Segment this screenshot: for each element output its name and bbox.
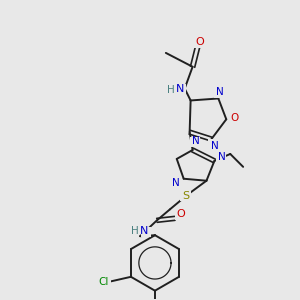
Text: N: N [172,178,180,188]
Text: N: N [176,84,184,94]
Text: N: N [140,226,148,236]
Text: N: N [217,86,224,97]
Bar [208,139,218,149]
Bar [228,114,238,124]
Text: N: N [192,136,200,146]
Bar [214,88,224,98]
Bar [194,38,203,48]
Bar [180,190,191,201]
Text: Cl: Cl [98,277,108,287]
Text: N: N [211,141,218,151]
Text: S: S [182,190,189,201]
Bar [95,277,111,287]
Bar [216,153,226,163]
Text: H: H [131,226,139,236]
Text: O: O [230,113,238,123]
Bar [168,84,186,94]
Text: O: O [195,37,204,47]
Text: H: H [167,85,175,94]
Bar [190,137,200,147]
Bar [175,210,185,220]
Text: O: O [176,209,185,219]
Bar [172,177,182,187]
Text: N: N [218,152,226,162]
Bar [141,227,151,237]
